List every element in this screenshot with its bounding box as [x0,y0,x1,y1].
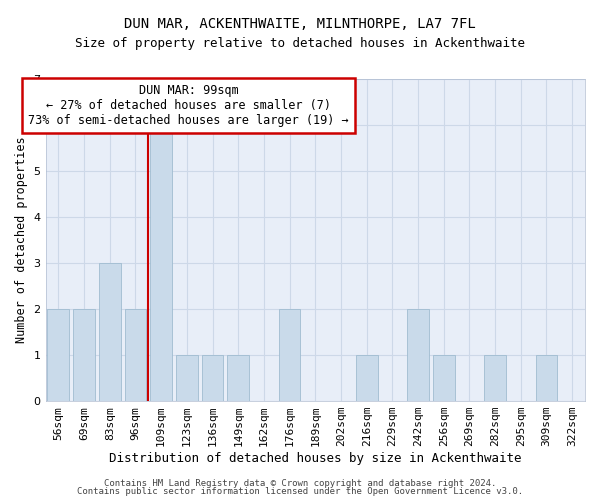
Text: Contains HM Land Registry data © Crown copyright and database right 2024.: Contains HM Land Registry data © Crown c… [104,478,496,488]
Bar [484,355,506,401]
Bar [73,309,95,401]
Bar [278,309,301,401]
Bar [47,309,70,401]
Bar [176,355,198,401]
Bar [356,355,377,401]
Text: DUN MAR: 99sqm
← 27% of detached houses are smaller (7)
73% of semi-detached hou: DUN MAR: 99sqm ← 27% of detached houses … [28,84,349,127]
X-axis label: Distribution of detached houses by size in Ackenthwaite: Distribution of detached houses by size … [109,452,521,465]
Bar [407,309,429,401]
Bar [99,263,121,401]
Bar [202,355,223,401]
Bar [433,355,455,401]
Text: Contains public sector information licensed under the Open Government Licence v3: Contains public sector information licen… [77,487,523,496]
Text: Size of property relative to detached houses in Ackenthwaite: Size of property relative to detached ho… [75,38,525,51]
Bar [150,125,172,401]
Bar [227,355,249,401]
Bar [125,309,146,401]
Bar [536,355,557,401]
Text: DUN MAR, ACKENTHWAITE, MILNTHORPE, LA7 7FL: DUN MAR, ACKENTHWAITE, MILNTHORPE, LA7 7… [124,18,476,32]
Y-axis label: Number of detached properties: Number of detached properties [15,136,28,344]
